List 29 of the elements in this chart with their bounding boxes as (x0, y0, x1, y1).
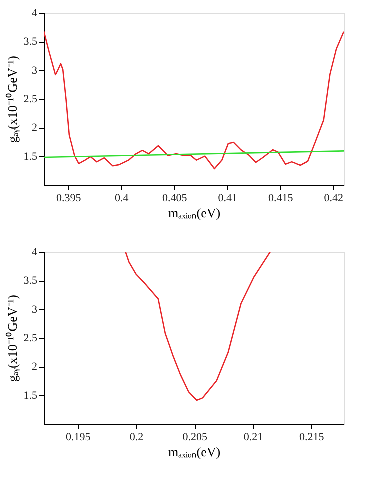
x-tick-label: 0.195 (66, 432, 92, 444)
line-series (125, 252, 272, 402)
y-axis-title: gₐᵧ(x10⁻¹⁰GeV⁻¹) (4, 56, 20, 144)
y-axis-title: gₐᵧ(x10⁻¹⁰GeV⁻¹) (4, 294, 20, 382)
y-tick-label: 3.5 (24, 36, 38, 48)
x-tick-label: 0.405 (162, 192, 188, 204)
y-tick-label: 1.5 (24, 150, 38, 163)
x-tick-label: 0.41 (218, 192, 238, 204)
x-axis-title: mₐₓᵢₒₙ(eV) (168, 444, 221, 460)
y-tick-label: 3.5 (24, 275, 38, 288)
x-tick-label: 0.2 (130, 432, 144, 444)
y-tick-label: 2.5 (24, 94, 38, 106)
x-tick-label: 0.205 (182, 432, 208, 444)
y-tick-label: 1.5 (24, 390, 38, 402)
x-tick-label: 0.415 (268, 192, 294, 204)
x-tick-label: 0.4 (115, 192, 130, 204)
y-tick-label: 2 (32, 122, 38, 134)
y-tick-label: 4 (32, 8, 38, 20)
y-tick-label: 2 (32, 361, 38, 374)
x-tick-label: 0.215 (299, 432, 325, 444)
x-axis-title: mₐₓᵢₒₙ(eV) (168, 206, 221, 220)
y-tick-label: 3 (32, 304, 38, 316)
y-tick-label: 3 (32, 64, 38, 77)
y-tick-label: 2.5 (24, 332, 38, 344)
x-tick-label: 0.395 (56, 192, 82, 204)
x-tick-label: 0.21 (244, 432, 264, 444)
line-series (44, 30, 344, 170)
x-tick-label: 0.42 (324, 192, 344, 204)
y-tick-label: 4 (32, 246, 38, 258)
